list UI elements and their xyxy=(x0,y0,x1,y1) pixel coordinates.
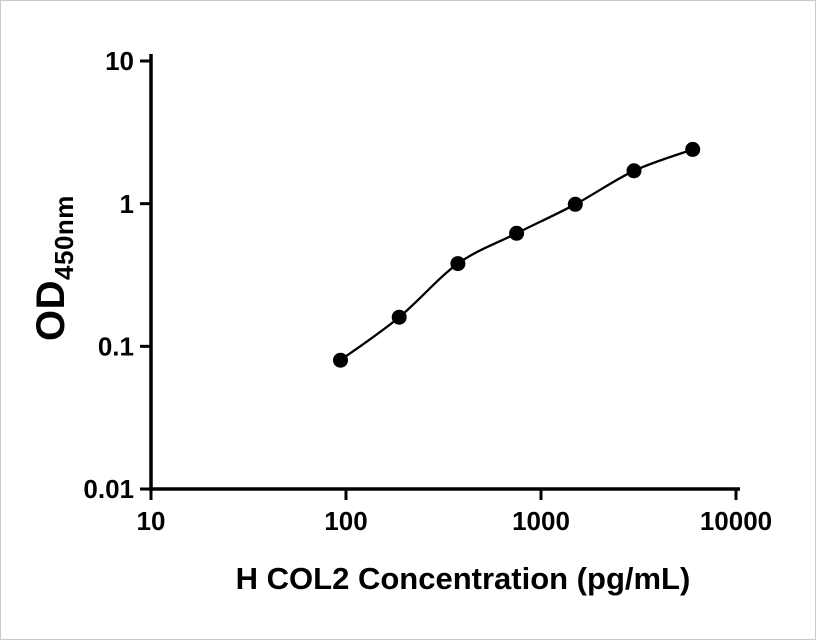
y-axis-tick-label: 10 xyxy=(105,46,134,76)
y-axis-title: OD450nm xyxy=(26,118,79,418)
data-point xyxy=(509,225,525,241)
y-axis-tick-label: 0.1 xyxy=(98,331,134,361)
data-point xyxy=(685,141,701,157)
axes-frame xyxy=(149,54,740,491)
y-axis-title-subscript: 450nm xyxy=(49,195,79,280)
y-axis-tick-label: 1 xyxy=(120,189,134,219)
x-axis-tick-label: 1000 xyxy=(512,506,570,536)
data-point xyxy=(567,196,583,212)
data-point xyxy=(391,309,407,325)
y-axis-title-main: OD xyxy=(29,279,73,341)
fit-curve xyxy=(339,148,694,362)
data-point xyxy=(626,163,642,179)
data-point xyxy=(450,256,466,272)
x-axis-tick-label: 10 xyxy=(137,506,166,536)
data-point xyxy=(333,352,348,368)
x-axis-tick-label: 100 xyxy=(324,506,367,536)
y-axis-tick-label: 0.01 xyxy=(83,474,134,504)
x-axis-title: H COL2 Concentration (pg/mL) xyxy=(235,561,691,596)
x-axis-tick-label: 10000 xyxy=(700,506,772,536)
